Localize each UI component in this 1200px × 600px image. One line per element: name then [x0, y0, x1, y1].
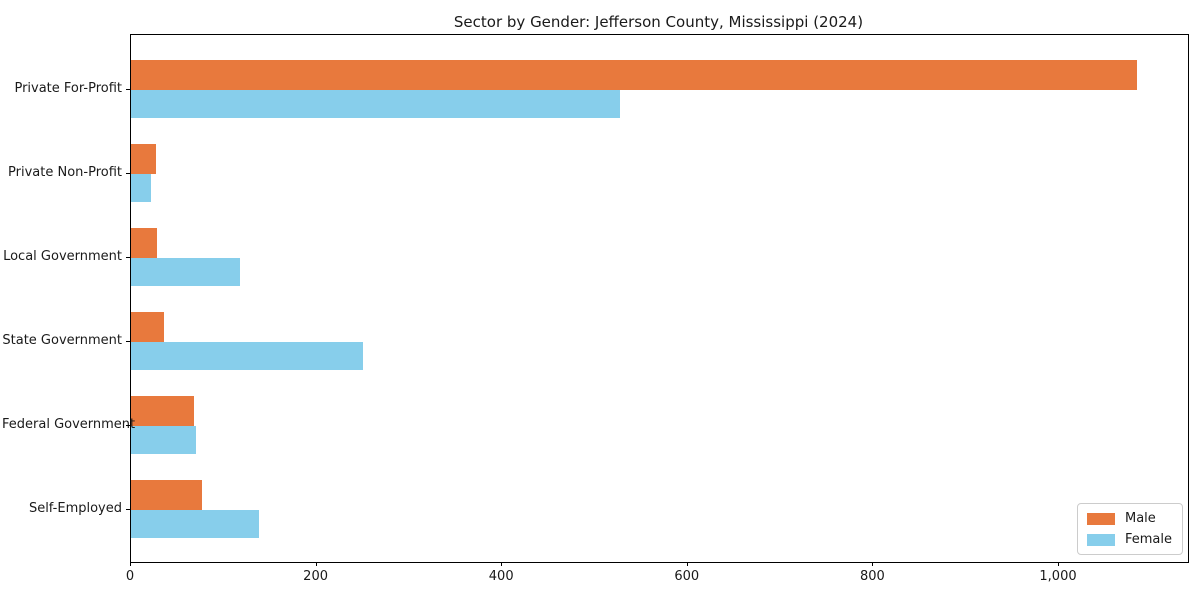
x-tick-label: 800 — [859, 569, 885, 584]
bar-male-state-government — [131, 312, 165, 342]
bar-female-local-government — [131, 258, 240, 286]
y-tick — [126, 341, 130, 342]
x-tick — [315, 562, 317, 566]
bar-male-private-non-profit — [131, 144, 157, 174]
legend-label-female: Female — [1124, 532, 1172, 547]
y-label-private-for-profit: Private For-Profit — [14, 81, 122, 96]
y-tick — [126, 257, 130, 258]
x-tick — [872, 562, 874, 566]
x-tick-label: 1,000 — [1039, 569, 1077, 584]
legend: Male Female — [1076, 503, 1183, 555]
legend-entry-female: Female — [1086, 532, 1172, 547]
y-label-self-employed: Self-Employed — [28, 501, 122, 516]
y-tick — [126, 509, 130, 510]
bar-male-self-employed — [131, 480, 202, 510]
x-tick-label: 400 — [488, 569, 514, 584]
y-tick — [126, 173, 130, 174]
bar-male-private-for-profit — [131, 60, 1137, 90]
legend-swatch-male — [1086, 512, 1115, 525]
x-tick-label: 0 — [125, 569, 135, 584]
y-label-private-non-profit: Private Non-Profit — [8, 165, 122, 180]
y-tick — [126, 89, 130, 90]
bar-male-federal-government — [131, 396, 195, 426]
bar-female-federal-government — [131, 426, 196, 454]
y-tick — [126, 425, 130, 426]
x-tick — [501, 562, 503, 566]
x-tick-label: 600 — [674, 569, 700, 584]
legend-label-male: Male — [1124, 511, 1156, 526]
y-label-federal-government: Federal Government — [2, 417, 136, 432]
x-tick — [130, 562, 131, 566]
y-label-local-government: Local Government — [3, 249, 122, 264]
x-tick — [686, 562, 688, 566]
bar-male-local-government — [131, 228, 157, 258]
bar-female-state-government — [131, 342, 363, 370]
bar-female-self-employed — [131, 510, 260, 538]
bar-female-private-non-profit — [131, 174, 152, 202]
plot-area: Male Female — [130, 34, 1189, 563]
x-tick-label: 200 — [303, 569, 329, 584]
x-tick — [1058, 562, 1059, 566]
chart-title: Sector by Gender: Jefferson County, Miss… — [453, 13, 864, 31]
y-label-state-government: State Government — [2, 333, 122, 348]
legend-swatch-female — [1086, 533, 1115, 546]
bar-female-private-for-profit — [131, 90, 621, 118]
legend-entry-male: Male — [1086, 511, 1172, 526]
